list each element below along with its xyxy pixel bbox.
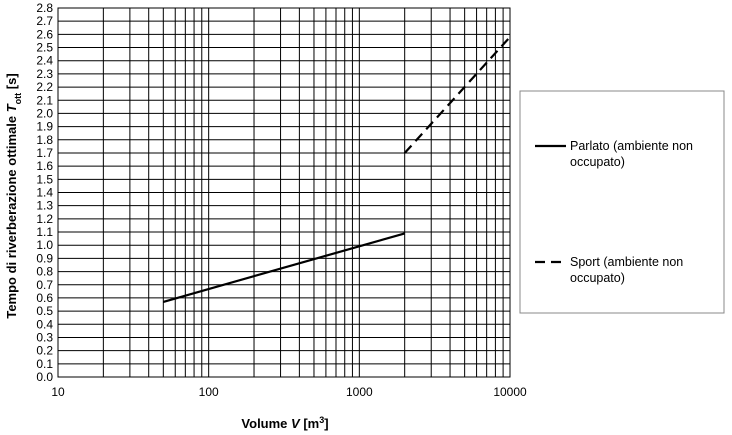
- y-tick-label: 1.6: [36, 159, 53, 173]
- x-axis-title: Volume V [m3]: [241, 415, 328, 431]
- legend-label-2: Sport (ambiente non: [570, 255, 683, 269]
- y-tick-label: 2.8: [36, 1, 53, 15]
- series-line-2: [403, 36, 511, 154]
- series-lines: [162, 36, 511, 303]
- x-tick-label: 100: [199, 385, 219, 399]
- y-tick-label: 1.8: [36, 133, 53, 147]
- y-tick-label: 1.1: [36, 225, 53, 239]
- legend-label-1: occupato): [570, 155, 625, 169]
- y-tick-label: 2.5: [36, 41, 53, 55]
- y-tick-label: 2.3: [36, 67, 53, 81]
- y-tick-label: 1.4: [36, 186, 53, 200]
- y-tick-label: 0.9: [36, 251, 53, 265]
- y-tick-label: 1.2: [36, 212, 53, 226]
- y-tick-label: 1.0: [36, 238, 53, 252]
- y-tick-labels: 0.00.10.20.30.40.50.60.70.80.91.01.11.21…: [36, 1, 53, 384]
- y-tick-label: 1.5: [36, 172, 53, 186]
- y-tick-label: 0.2: [36, 344, 53, 358]
- y-tick-label: 0.4: [36, 317, 53, 331]
- y-tick-label: 2.0: [36, 106, 53, 120]
- y-tick-label: 0.7: [36, 278, 53, 292]
- y-tick-label: 2.2: [36, 80, 53, 94]
- x-tick-label: 10000: [493, 385, 527, 399]
- y-tick-label: 1.9: [36, 120, 53, 134]
- y-tick-label: 0.6: [36, 291, 53, 305]
- y-tick-label: 0.8: [36, 265, 53, 279]
- y-tick-label: 0.3: [36, 330, 53, 344]
- y-tick-label: 0.0: [36, 370, 53, 384]
- y-tick-label: 0.5: [36, 304, 53, 318]
- y-tick-label: 2.4: [36, 54, 53, 68]
- y-tick-label: 2.7: [36, 14, 53, 28]
- y-tick-label: 2.1: [36, 93, 53, 107]
- y-tick-label: 0.1: [36, 357, 53, 371]
- legend-box: [519, 90, 725, 314]
- legend-label-1: Parlato (ambiente non: [570, 139, 693, 153]
- x-tick-label: 1000: [346, 385, 373, 399]
- legend: Parlato (ambiente non occupato) Sport (amb…: [519, 90, 725, 314]
- x-tick-label: 10: [51, 385, 65, 399]
- y-axis-title: Tempo di riverberazione ottimale Tott [s…: [4, 73, 23, 318]
- series-line-1: [162, 232, 406, 303]
- legend-label-2: occupato): [570, 271, 625, 285]
- y-tick-label: 1.3: [36, 199, 53, 213]
- y-tick-label: 1.7: [36, 146, 53, 160]
- y-tick-label: 2.6: [36, 27, 53, 41]
- grid: [57, 7, 511, 378]
- plot-frame: [57, 7, 511, 378]
- x-tick-labels: 10 100 1000 10000: [51, 385, 527, 399]
